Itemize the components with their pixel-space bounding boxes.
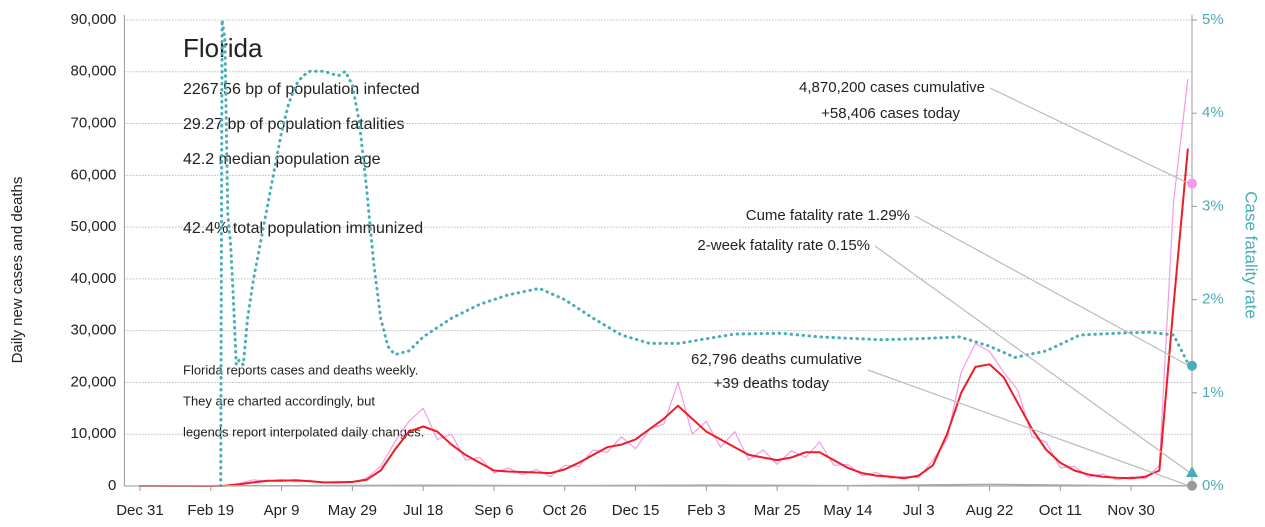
leader-line bbox=[989, 87, 1190, 185]
x-tick-label: Oct 26 bbox=[543, 502, 587, 519]
y2-tick-label: 1% bbox=[1202, 384, 1224, 401]
info-line: 42.4% total population immunized bbox=[183, 220, 423, 237]
series-line bbox=[139, 483, 1189, 487]
x-tick-label: Mar 25 bbox=[754, 502, 801, 519]
marker bbox=[1187, 178, 1197, 189]
x-tick-label: Dec 15 bbox=[612, 502, 660, 519]
leader-line bbox=[914, 215, 1190, 367]
y-tick-label: 20,000 bbox=[71, 373, 117, 390]
y2-axis-label: Case fatality rate bbox=[1242, 191, 1261, 319]
x-tick-label: Sep 6 bbox=[474, 502, 513, 519]
annotation: Cume fatality rate 1.29% bbox=[746, 207, 910, 224]
series-line bbox=[219, 18, 1191, 487]
x-tick-label: Jul 3 bbox=[903, 502, 935, 519]
y-tick-label: 70,000 bbox=[71, 115, 117, 132]
y-tick-label: 40,000 bbox=[71, 270, 117, 287]
y2-tick-label: 2% bbox=[1202, 291, 1224, 308]
info-line: 2267.56 bp of population infected bbox=[183, 81, 420, 98]
plot-area bbox=[139, 18, 1191, 487]
x-tick-label: Feb 19 bbox=[187, 502, 234, 519]
x-tick-label: Feb 3 bbox=[687, 502, 725, 519]
x-tick-label: Oct 11 bbox=[1039, 502, 1082, 519]
y2-tick-label: 0% bbox=[1202, 477, 1224, 494]
y-tick-label: 50,000 bbox=[71, 218, 117, 235]
y-tick-label: 80,000 bbox=[71, 63, 117, 80]
x-tick-label: May 29 bbox=[328, 502, 377, 519]
annotation: 4,870,200 cases cumulative bbox=[799, 79, 985, 96]
marker bbox=[1187, 360, 1197, 371]
y2-tick-label: 3% bbox=[1202, 197, 1224, 214]
annotation: 62,796 deaths cumulative bbox=[691, 351, 862, 368]
note-line: Florida reports cases and deaths weekly. bbox=[183, 362, 418, 377]
marker bbox=[1187, 480, 1197, 491]
x-tick-label: May 14 bbox=[823, 502, 872, 519]
y-axis-label: Daily new cases and deaths bbox=[9, 177, 26, 364]
y2-tick-label: 4% bbox=[1202, 104, 1224, 121]
y2-tick-label: 5% bbox=[1202, 11, 1224, 28]
y-tick-label: 0 bbox=[108, 477, 116, 494]
x-tick-label: Aug 22 bbox=[966, 502, 1014, 519]
y-tick-label: 60,000 bbox=[71, 166, 117, 183]
annotation: +58,406 cases today bbox=[821, 105, 960, 122]
x-tick-label: Dec 31 bbox=[116, 502, 164, 519]
annotation: +39 deaths today bbox=[713, 375, 829, 392]
note-line: They are charted accordingly, but bbox=[183, 393, 375, 408]
info-line: 42.2 median population age bbox=[183, 151, 381, 168]
y-tick-label: 90,000 bbox=[71, 11, 117, 28]
leader-line bbox=[874, 245, 1190, 473]
y-tick-label: 30,000 bbox=[71, 322, 117, 339]
x-tick-label: Apr 9 bbox=[264, 502, 300, 519]
x-tick-label: Jul 18 bbox=[403, 502, 443, 519]
marker bbox=[1186, 466, 1198, 478]
y-tick-label: 10,000 bbox=[71, 425, 117, 442]
note-line: legends report interpolated daily change… bbox=[183, 424, 424, 439]
x-tick-label: Nov 30 bbox=[1107, 502, 1155, 519]
series-line bbox=[139, 148, 1189, 487]
annotation: 2-week fatality rate 0.15% bbox=[697, 237, 870, 254]
leader-line bbox=[867, 369, 1190, 487]
info-line: 29.27 bp of population fatalities bbox=[183, 116, 405, 133]
